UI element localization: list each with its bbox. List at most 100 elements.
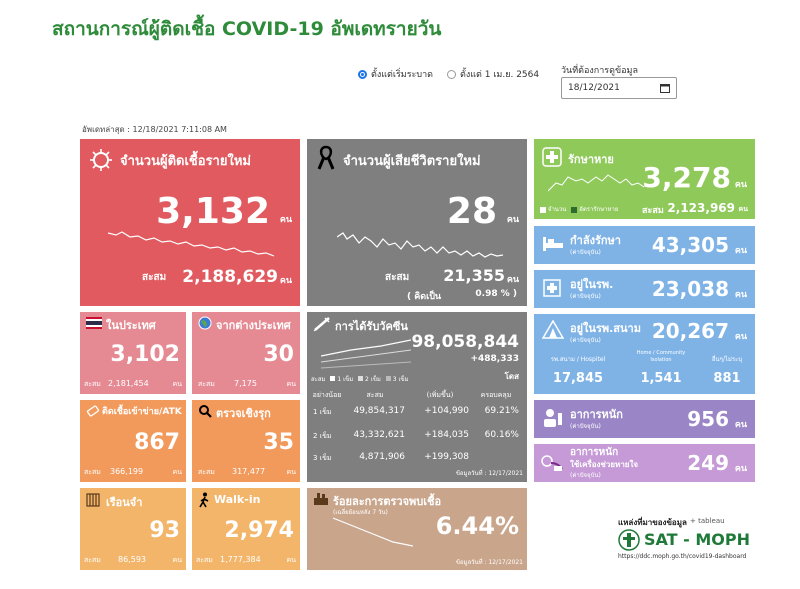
legend-daily-swatch [540,206,546,213]
source-url[interactable]: https://ddc.moph.go.th/covid19-dashboard [618,553,747,560]
ribbon-icon [317,145,335,170]
vaccine-row-1-inc: +104,990 [424,406,469,416]
thai-flag-icon [86,317,102,329]
walkin-total: 1,777,384 [220,555,261,564]
new-deaths-pct-label: ( คิดเป็น [407,292,442,302]
severe-value: 956 [687,407,729,431]
vaccine-unit: โดส [504,372,519,381]
atk-total-label: สะสม [84,468,101,476]
severe-card: อาการหนัก (ค่าปัจจุบัน) 956 คน [534,400,755,438]
new-deaths-pct: 0.98 % ) [475,289,517,299]
radio-since-start[interactable]: ตั้งแต่เริ่มระบาด [358,67,433,81]
treating-label: กำลังรักษา [570,234,621,247]
vaccine-row-2-total: 43,332,621 [353,430,405,440]
vaccine-row-2-pct: 60.16% [484,430,519,440]
walkin-label: Walk-in [214,493,261,506]
prison-bars-icon [86,493,100,507]
proactive-total-unit: คน [286,468,296,476]
legend-dose3: 3 เข็ม [392,376,409,383]
walking-person-icon [199,492,209,508]
in-hospital-card: อยู่ในรพ. (ค่าปัจจุบัน) 23,038 คน [534,270,755,308]
vaccine-trend-lines [321,339,411,369]
severe-label: อาการหนัก [570,408,623,421]
abroad-value: 30 [263,342,294,367]
new-cases-total-unit: คน [279,276,292,286]
vaccine-row-2-dose: 2 เข็ม [313,432,332,440]
jail-total-unit: คน [172,556,182,564]
ventilator-label: อาการหนัก [570,447,619,458]
date-input[interactable]: 18/12/2021 [561,77,677,99]
vaccine-row-3-dose: 3 เข็ม [313,454,332,462]
hospital-icon [543,279,561,297]
legend-dose1: 1 เข็ม [337,376,354,383]
hospitel-value: 17,845 [552,371,604,386]
field-hospital-value: 20,267 [651,319,729,343]
other-label: อื่นๆ/ไม่ระบุ [711,356,743,363]
proactive-value: 35 [263,430,294,455]
vaccine-row-1-total: 49,854,317 [353,406,405,416]
field-hospital-card: อยู่ในรพ.สนาม (ค่าปัจจุบัน) 20,267 คน รพ… [534,314,755,394]
positivity-card: ร้อยละการตรวจพบเชื้อ (เฉลี่ยย้อนหลัง 7 ว… [307,488,527,570]
new-cases-value: 3,132 [156,191,270,232]
vaccine-row-3-inc: +199,308 [424,452,469,462]
virus-icon [90,149,112,171]
in-hospital-label: อยู่ในรพ. [570,278,614,291]
new-cases-card: จำนวนผู้ติดเชื้อรายใหม่ 3,132 คน สะสม 2,… [80,139,300,306]
abroad-card: จากต่างประเทศ 30 สะสม 7,175 คน [192,312,300,394]
other-value: 881 [713,371,741,386]
tableau-logo: + tableau [690,517,725,525]
new-cases-unit: คน [279,215,292,225]
ventilator-unit: คน [734,464,747,474]
treating-sub: (ค่าปัจจุบัน) [570,249,601,256]
vaccine-row-2-inc: +184,035 [424,430,469,440]
legend-dose3-swatch [385,376,391,381]
field-hospital-label: อยู่ในรพ.สนาม [570,322,641,335]
positivity-label: ร้อยละการตรวจพบเชื้อ [333,495,442,508]
legend-dose1-swatch [330,376,336,381]
in-hospital-sub: (ค่าปัจจุบัน) [570,293,601,300]
walkin-card: Walk-in 2,974 สะสม 1,777,384 คน [192,488,300,570]
vaccine-delta: +488,333 [470,354,519,364]
vaccine-header-dose: อย่างน้อย [312,391,342,399]
new-deaths-total-unit: คน [506,275,519,285]
positivity-sub: (เฉลี่ยย้อนหลัง 7 วัน) [333,509,388,516]
domestic-total: 2,181,454 [108,379,149,388]
jail-card: เรือนจำ 93 สะสม 86,593 คน [80,488,186,570]
moph-logo-icon [618,529,640,551]
recovered-legend: จำนวน อัตรารักษาหาย [540,204,618,214]
domestic-label: ในประเทศ [106,319,156,332]
recovered-trend-line [548,174,644,192]
domestic-value: 3,102 [110,342,180,367]
source-brand: SAT - MOPH [644,530,750,549]
domestic-card: ในประเทศ 3,102 สะสม 2,181,454 คน [80,312,186,394]
treating-unit: คน [734,246,747,256]
new-deaths-total-label: สะสม [385,272,410,283]
recovered-unit: คน [734,180,747,190]
magnifier-icon [199,405,212,418]
recovered-value: 3,278 [642,161,731,194]
atk-value: 867 [134,430,180,455]
vaccine-row-1-dose: 1 เข็ม [313,408,332,416]
new-cases-label: จำนวนผู้ติดเชื้อรายใหม่ [120,154,251,169]
calendar-icon[interactable] [660,83,670,93]
tent-icon [542,320,564,339]
vaccine-asof: ข้อมูลวันที่ : 12/17/2021 [455,470,523,477]
abroad-label: จากต่างประเทศ [216,319,291,332]
new-deaths-trend-line [337,232,504,258]
walkin-value: 2,974 [224,518,294,543]
proactive-label: ตรวจเชิงรุก [216,407,271,420]
legend-avg-swatch [571,206,578,213]
vaccine-row-1-pct: 69.21% [484,406,519,416]
recovered-label: รักษาหาย [568,153,614,166]
domestic-total-label: สะสม [84,380,101,388]
new-deaths-value: 28 [446,191,497,232]
field-hospital-sub: (ค่าปัจจุบัน) [570,337,601,344]
legend-total: สะสม [311,376,326,383]
positivity-value: 6.44% [435,512,519,540]
jail-value: 93 [149,518,180,543]
radio-since-april[interactable]: ตั้งแต่ 1 เม.ย. 2564 [447,67,539,81]
ventilator-card: อาการหนัก ใช้เครื่องช่วยหายใจ (ค่าปัจจุบ… [534,444,755,482]
home-isolation-value: 1,541 [640,371,682,386]
last-updated: อัพเดทล่าสุด : 12/18/2021 7:11:08 AM [82,125,227,134]
positivity-asof: ข้อมูลวันที่ : 12/17/2021 [455,559,523,566]
